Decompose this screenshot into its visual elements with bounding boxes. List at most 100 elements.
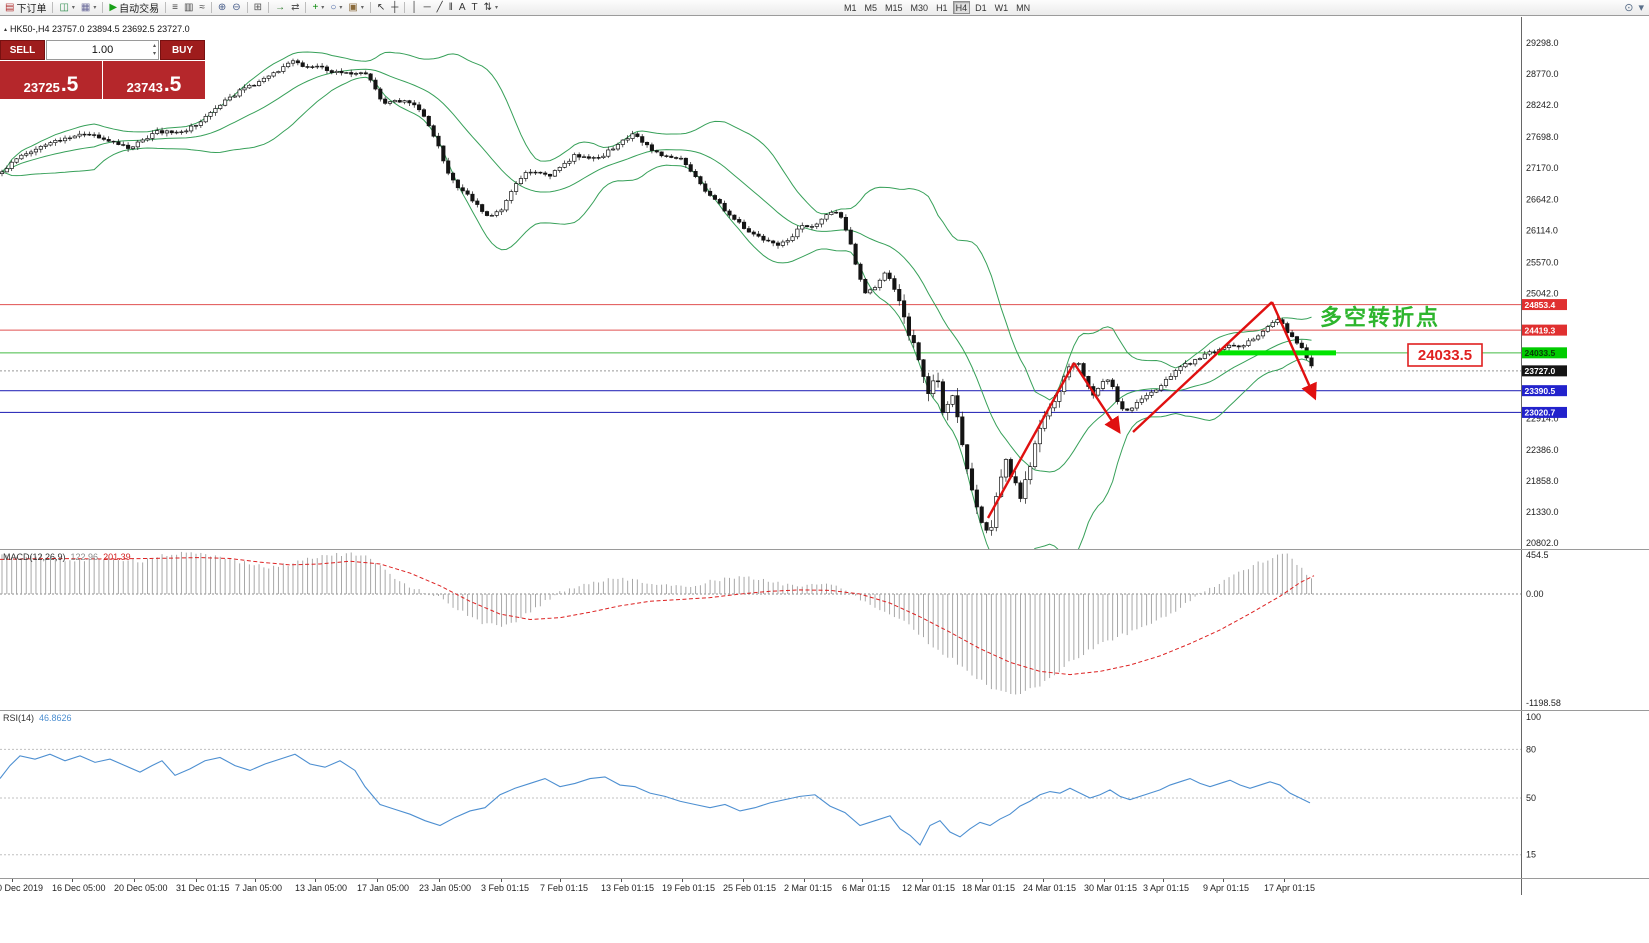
bollinger-bands (1, 51, 1312, 549)
price-chart-canvas[interactable]: 多空转折点 24033.5 29298.0 28770.0 28242.0 27698.0… (0, 17, 1649, 549)
objects-button[interactable]: ○ ▾ (327, 1, 345, 15)
zoom-out-icon: ⊖ (232, 1, 241, 13)
rsi-canvas[interactable]: 100 80 50 15 (0, 711, 1649, 878)
time-label: 18 Mar 01:15 (962, 883, 1016, 893)
one-click-trading-widget: SELL 1.00 ▴ ▾ BUY 23725.5 23743.5 (0, 40, 205, 99)
macd-canvas[interactable]: 454.5 0.00 -1198.58 (0, 550, 1649, 710)
new-order-button-label: 下订单 (16, 4, 47, 15)
timeframe-m1[interactable]: M1 (841, 1, 860, 14)
svg-text:21330.0: 21330.0 (1526, 507, 1559, 517)
indicators-button[interactable]: + ▾ (309, 1, 327, 15)
new-order-button[interactable]: ▤ 下订单 (2, 1, 49, 15)
zoom-out-button[interactable]: ⊖ (229, 1, 243, 15)
rsi-panel[interactable]: 100 80 50 15 RSI(14) 46.8626 (0, 711, 1649, 878)
panel-divider[interactable] (0, 549, 1649, 550)
price-axis[interactable] (1522, 17, 1649, 878)
turning-point-annotation[interactable]: 多空转折点 (1320, 305, 1440, 330)
price-levels[interactable] (0, 304, 1521, 414)
macd-panel[interactable]: 454.5 0.00 -1198.58 MACD(12,26,9) 122.96 201… (0, 550, 1649, 710)
time-label: 13 Feb 01:15 (601, 883, 655, 893)
timeframe-h1[interactable]: H1 (933, 1, 951, 14)
trend-arrow[interactable] (1270, 301, 1317, 401)
time-tick (804, 879, 805, 882)
rsi-line (0, 753, 1311, 846)
candlestick-chart-button[interactable]: ▥ (181, 1, 196, 15)
channel-button[interactable]: ‖ (446, 1, 456, 15)
macd-histogram (1, 551, 1312, 695)
templates-button[interactable]: ▣ ▾ (345, 1, 366, 15)
time-tick (196, 879, 197, 882)
time-label: 13 Jan 05:00 (295, 883, 348, 893)
text-label-button[interactable]: T (469, 1, 481, 15)
volume-decrease-button[interactable]: ▾ (152, 51, 156, 57)
panel-divider[interactable] (0, 710, 1649, 711)
price-chart-panel[interactable]: 多空转折点 24033.5 29298.0 28770.0 28242.0 27698.0… (0, 17, 1649, 549)
timeframe-m30[interactable]: M30 (908, 1, 932, 14)
price-axis-line (1521, 17, 1522, 895)
symbol-ohlc-label: ▴ HK50-,H4 23757.0 23894.5 23692.5 23727… (4, 24, 190, 34)
price-tag (1522, 299, 1567, 311)
trend-arrow[interactable] (1072, 362, 1121, 435)
cursor-button[interactable]: ↖ (374, 1, 388, 15)
svg-text:28770.0: 28770.0 (1526, 69, 1559, 79)
macd-axis-labels: 454.5 0.00 -1198.58 (1526, 550, 1561, 708)
collapse-toolbar-icon[interactable]: ▾ (1638, 2, 1644, 14)
time-label: 25 Feb 01:15 (723, 883, 777, 893)
toolbar: ▤ 下订单 ◫ ▾ ▦ ▾ ▶ 自动交易 ≡ ▥ ≈ ⊕ ⊖ ⊞ → ⇄ + ▾ ○ ▾ ▣ ▾ ↖ ┼ │ ─ ╱ ‖ A T ⇅ ▾ M1… (0, 0, 1649, 16)
timeframe-m5[interactable]: M5 (862, 1, 881, 14)
line-chart-icon: ≈ (199, 1, 205, 13)
time-axis[interactable]: 10 Dec 2019 16 Dec 05:00 20 Dec 05:00 31 De… (0, 879, 1649, 943)
price-flag-text: 24033.5 (1418, 347, 1472, 364)
svg-text:20802.0: 20802.0 (1526, 538, 1559, 548)
svg-text:27698.0: 27698.0 (1526, 132, 1559, 142)
buy-price-pips: .5 (163, 73, 182, 97)
trend-arrow[interactable] (1132, 301, 1273, 433)
vertical-line-button[interactable]: │ (408, 1, 420, 15)
timeframe-w1[interactable]: W1 (992, 1, 1012, 14)
timeframe-d1[interactable]: D1 (972, 1, 990, 14)
bar-chart-button[interactable]: ≡ (169, 1, 181, 15)
toolbar-separator (404, 2, 406, 13)
symbol-marker-icon: ▴ (4, 26, 8, 33)
search-icon[interactable]: ⊙ (1624, 2, 1634, 14)
svg-text:22914.0: 22914.0 (1526, 414, 1559, 424)
buy-price-display[interactable]: 23743.5 (103, 61, 205, 99)
time-tick (501, 879, 502, 882)
crosshair-button[interactable]: ┼ (388, 1, 401, 15)
horizontal-line-button[interactable]: ─ (421, 1, 434, 15)
candlesticks (0, 58, 1314, 536)
profiles-button[interactable]: ▦ ▾ (78, 1, 99, 15)
timeframe-h4[interactable]: H4 (952, 1, 971, 14)
dropdown-caret-icon: ▾ (71, 5, 75, 11)
volume-field[interactable]: 1.00 ▴ ▾ (46, 40, 159, 60)
time-label: 7 Feb 01:15 (540, 883, 589, 893)
chart-template-icon: ▣ (348, 1, 358, 13)
time-tick (72, 879, 73, 882)
line-chart-button[interactable]: ≈ (196, 1, 208, 15)
text-button[interactable]: A (456, 1, 469, 15)
volume-increase-button[interactable]: ▴ (152, 43, 156, 49)
timeframe-mn[interactable]: MN (1013, 1, 1033, 14)
buy-button[interactable]: BUY (160, 40, 205, 60)
trend-arrow[interactable] (986, 362, 1076, 519)
trendline-button[interactable]: ╱ (434, 1, 446, 15)
new-chart-button[interactable]: ◫ ▾ (56, 1, 77, 15)
sell-price-display[interactable]: 23725.5 (0, 61, 102, 99)
chart-annotations[interactable]: 多空转折点 24033.5 (986, 301, 1483, 519)
svg-text:29298.0: 29298.0 (1526, 38, 1559, 48)
price-flag-box[interactable] (1407, 343, 1483, 367)
arrows-button[interactable]: ⇅ ▾ (481, 1, 501, 15)
volume-spinner: ▴ ▾ (153, 42, 156, 58)
svg-text:100: 100 (1526, 712, 1541, 722)
zoom-in-button[interactable]: ⊕ (215, 1, 229, 15)
chart-shift-button[interactable]: ⇄ (288, 1, 302, 15)
autotrading-button[interactable]: ▶ 自动交易 (106, 1, 162, 15)
time-label: 12 Mar 01:15 (902, 883, 956, 893)
toolbar-separator (102, 2, 104, 13)
sell-button[interactable]: SELL (0, 40, 45, 60)
tile-windows-button[interactable]: ⊞ (251, 1, 265, 15)
auto-scroll-button[interactable]: → (272, 1, 288, 15)
panel-divider[interactable] (0, 878, 1649, 879)
price-tag (1522, 347, 1567, 359)
timeframe-m15[interactable]: M15 (882, 1, 906, 14)
